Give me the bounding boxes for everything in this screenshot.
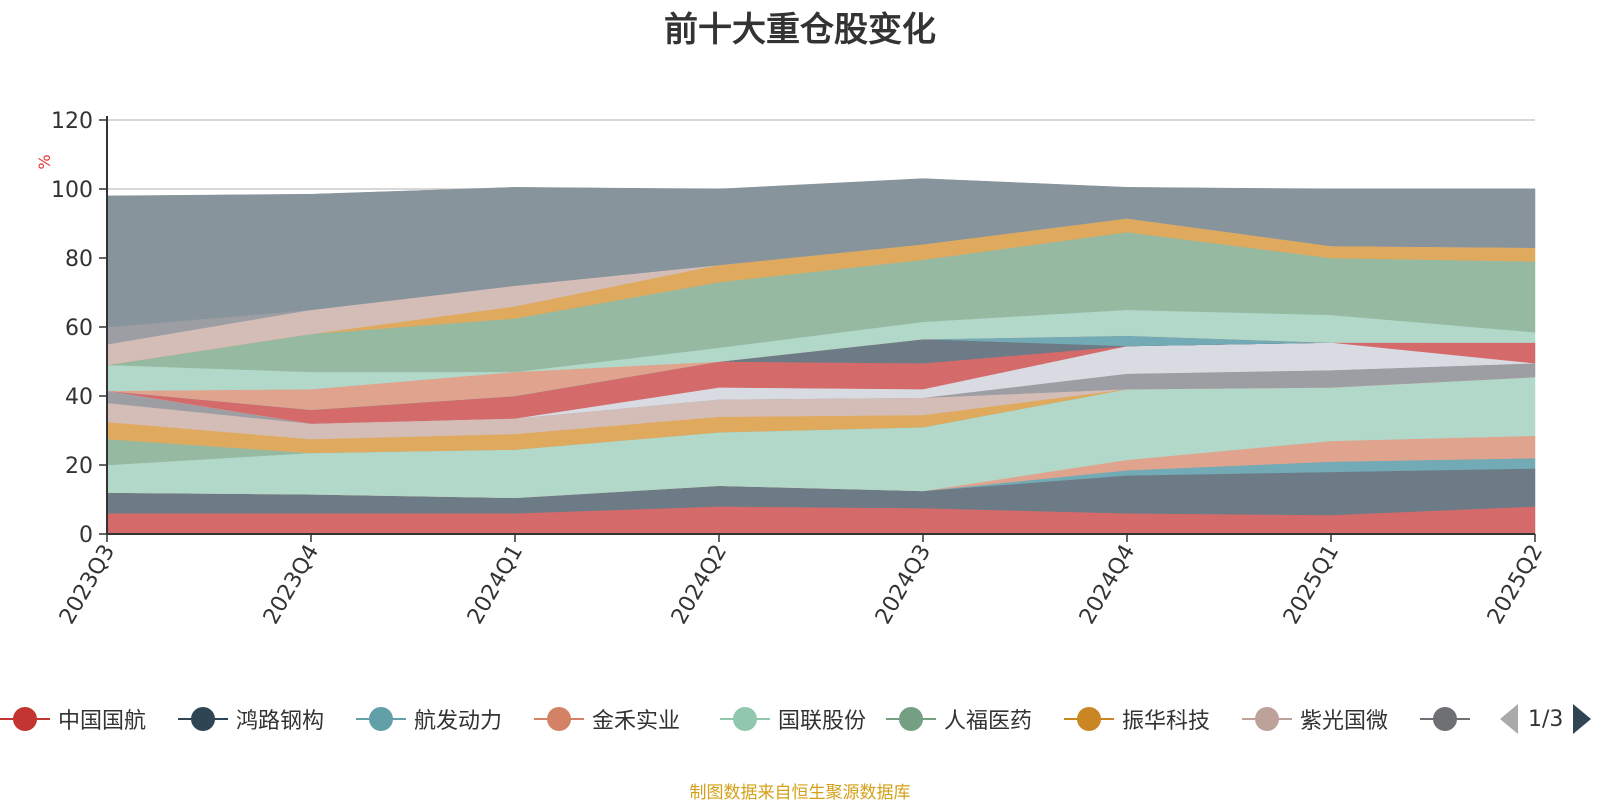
legend-label: 人福医药	[944, 709, 1033, 734]
y-tick-label: 60	[65, 316, 93, 341]
legend-items: 中国国航 鸿路钢构 航发动力 金禾实业 国联股份 人福医药 振华科技 紫光国微	[0, 704, 1482, 744]
legend-label: 中国国航	[58, 709, 147, 734]
x-tick-label: 2024Q3	[871, 541, 936, 629]
chart-title: 前十大重仓股变化	[664, 10, 936, 50]
legend-marker-icon	[0, 704, 50, 734]
legend-next-arrow-icon[interactable]	[1573, 704, 1592, 734]
y-unit-label: %	[35, 154, 54, 169]
y-tick-label: 100	[51, 178, 93, 203]
legend-item[interactable]: 人福医药	[886, 704, 1032, 734]
legend-page-indicator: 1/3	[1528, 706, 1564, 732]
legend-label: 国联股份	[778, 709, 867, 734]
legend-item[interactable]: 中国国航	[0, 704, 146, 734]
legend-item[interactable]: 紫光国微	[1242, 704, 1388, 734]
legend-marker-icon	[1420, 704, 1470, 734]
area-layer	[106, 178, 1536, 535]
legend-item[interactable]: 鸿路钢构	[178, 704, 324, 734]
legend-item[interactable]	[1420, 704, 1470, 734]
x-tick-label: 2025Q2	[1483, 541, 1548, 629]
x-tick-label: 2023Q3	[55, 541, 120, 629]
x-tick-label: 2024Q4	[1075, 541, 1140, 629]
legend-marker-icon	[1242, 704, 1292, 734]
legend-marker-icon	[534, 704, 584, 734]
stacked-area-chart: 0 20 40 60 80 100 120% 2023Q3 2023Q4 2024Q1 2024Q2…	[35, 109, 1548, 629]
x-tick-label: 2024Q2	[667, 541, 732, 629]
legend-prev-arrow-icon[interactable]	[1500, 704, 1518, 734]
legend-marker-icon	[886, 704, 936, 734]
legend-label: 振华科技	[1122, 709, 1211, 734]
legend-marker-icon	[178, 704, 228, 734]
legend-marker-icon	[356, 704, 406, 734]
y-tick-label: 120	[51, 109, 93, 134]
legend-label: 金禾实业	[592, 709, 681, 734]
legend-pager: 1/3	[1500, 704, 1592, 734]
y-tick-label: 80	[65, 247, 93, 272]
x-tick-label: 2024Q1	[463, 541, 528, 629]
source-note: 制图数据来自恒生聚源数据库	[689, 783, 911, 803]
area-series	[106, 178, 1536, 328]
legend-marker-icon	[720, 704, 770, 734]
legend-item[interactable]: 振华科技	[1064, 704, 1210, 734]
legend-item[interactable]: 航发动力	[356, 704, 502, 734]
y-tick-label: 40	[65, 385, 93, 410]
y-tick-label: 0	[79, 523, 93, 548]
legend: 中国国航 鸿路钢构 航发动力 金禾实业 国联股份 人福医药 振华科技 紫光国微 1/3	[0, 704, 1600, 764]
legend-marker-icon	[1064, 704, 1114, 734]
legend-label: 航发动力	[414, 709, 503, 734]
y-tick-label: 20	[65, 454, 93, 479]
legend-item[interactable]: 金禾实业	[534, 704, 680, 734]
legend-label: 紫光国微	[1300, 709, 1389, 734]
x-tick-label: 2025Q1	[1279, 541, 1344, 629]
x-tick-label: 2023Q4	[259, 541, 324, 629]
legend-item[interactable]: 国联股份	[720, 704, 866, 734]
legend-label: 鸿路钢构	[236, 709, 325, 734]
